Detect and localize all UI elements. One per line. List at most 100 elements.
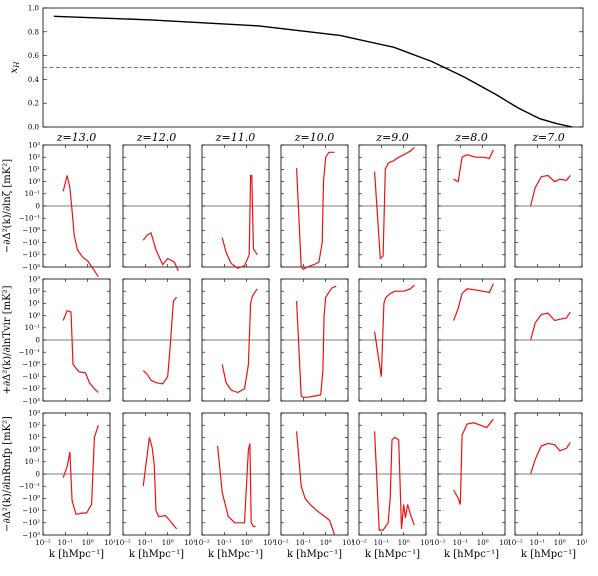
top-y-tick-label: 0.4 (28, 76, 40, 84)
y-tick-label: −10² (22, 385, 40, 393)
y-tick-label: −10⁻¹ (19, 215, 40, 223)
x-tick-label: 10¹ (263, 539, 275, 547)
top-y-tick-label: 0.0 (28, 124, 39, 132)
redshift-title: z=11.0 (215, 131, 256, 144)
derivative-curve (142, 231, 179, 271)
x-tick-label: 10⁻¹ (58, 539, 74, 547)
derivative-curve (530, 174, 571, 207)
y-tick-label: 10² (28, 422, 40, 430)
y-tick-label: −10⁰ (22, 227, 40, 235)
x-tick-label: 10⁰ (320, 539, 332, 547)
y-tick-label: 10⁻¹ (25, 458, 41, 466)
y-tick-label: 10² (28, 288, 40, 296)
y-tick-label: −10² (22, 519, 40, 527)
x-axis-label: k [hMpc⁻¹] (444, 549, 499, 560)
x-tick-label: 10⁰ (82, 539, 94, 547)
redshift-title: z=9.0 (375, 131, 409, 144)
y-tick-label: 0 (36, 470, 40, 478)
neutral-fraction-curve (53, 15, 573, 128)
y-tick-label: −10³ (22, 397, 40, 405)
y-tick-label: 10⁰ (28, 178, 40, 186)
y-tick-label: −10³ (22, 531, 40, 539)
y-tick-label: 10¹ (28, 166, 40, 174)
x-tick-label: 10⁻² (430, 539, 446, 547)
top-y-tick-label: 1.0 (28, 5, 39, 13)
derivative-curve (453, 283, 494, 321)
y-tick-label: 10⁰ (28, 312, 40, 320)
x-axis-label: k [hMpc⁻¹] (521, 549, 576, 560)
y-tick-label: −10¹ (22, 373, 40, 381)
x-tick-label: 10⁻¹ (217, 539, 233, 547)
redshift-title: z=13.0 (56, 131, 97, 144)
x-tick-label: 10⁻¹ (138, 539, 154, 547)
derivative-curve (296, 285, 337, 398)
derivative-curve (453, 149, 494, 183)
y-tick-label: 10⁻¹ (25, 324, 41, 332)
derivative-curve (62, 425, 99, 515)
x-tick-label: 10¹ (104, 539, 116, 547)
y-tick-label: 10³ (28, 409, 40, 417)
derivative-curve (530, 311, 571, 341)
x-tick-label: 10⁰ (398, 539, 410, 547)
x-tick-label: 10⁰ (477, 539, 489, 547)
x-axis-label: k [hMpc⁻¹] (365, 549, 420, 560)
derivative-curve (374, 431, 415, 531)
top-y-tick-label: 0.8 (28, 28, 39, 36)
x-tick-label: 10⁰ (162, 539, 174, 547)
derivative-curve (221, 174, 258, 269)
x-tick-label: 10⁻¹ (530, 539, 546, 547)
derivative-curve (217, 443, 256, 528)
x-axis-label: k [hMpc⁻¹] (129, 549, 184, 560)
derivative-curve (453, 418, 494, 505)
y-tick-label: −10⁰ (22, 361, 40, 369)
x-axis-label: k [hMpc⁻¹] (49, 549, 104, 560)
top-y-tick-label: 0.6 (28, 52, 40, 60)
x-tick-label: 10⁻² (35, 539, 51, 547)
row-y-axis-label: −∂Δ²(k)/∂lnRmfp [mK²] (2, 416, 13, 532)
redshift-title: z=7.0 (531, 131, 565, 144)
y-tick-label: −10¹ (22, 239, 40, 247)
top-y-tick-label: 0.2 (28, 100, 39, 108)
derivative-curve (374, 284, 415, 377)
row-y-axis-label: +∂Δ²(k)/∂lnTvir [mK²] (2, 285, 13, 394)
row-y-axis-label: −∂Δ²(k)/∂lnζ [mK²] (2, 159, 13, 253)
y-tick-label: 10¹ (28, 434, 40, 442)
x-tick-label: 10¹ (576, 539, 588, 547)
y-tick-label: 10² (28, 154, 40, 162)
redshift-title: z=12.0 (136, 131, 177, 144)
derivative-curve (142, 437, 178, 530)
y-tick-label: 10³ (28, 141, 40, 149)
x-tick-label: 10⁻² (115, 539, 131, 547)
derivative-curve (374, 146, 415, 260)
x-tick-label: 10¹ (420, 539, 432, 547)
redshift-title: z=8.0 (454, 131, 488, 144)
y-tick-label: 0 (36, 202, 40, 210)
x-tick-label: 10⁻² (273, 539, 289, 547)
derivative-curve (221, 288, 258, 394)
y-tick-label: −10¹ (22, 507, 40, 515)
x-tick-label: 10⁻² (351, 539, 367, 547)
x-tick-label: 10⁻¹ (453, 539, 469, 547)
x-tick-label: 10⁻¹ (374, 539, 390, 547)
y-tick-label: −10³ (22, 263, 40, 271)
x-tick-label: 10¹ (342, 539, 354, 547)
x-tick-label: 10¹ (184, 539, 196, 547)
y-tick-label: 10⁰ (28, 446, 40, 454)
x-tick-label: 10⁻² (194, 539, 210, 547)
y-tick-label: 0 (36, 336, 40, 344)
x-tick-label: 10⁰ (554, 539, 566, 547)
derivative-curve (530, 441, 571, 475)
x-tick-label: 10⁻² (507, 539, 523, 547)
top-y-axis-label: xH (9, 61, 21, 74)
derivative-curve (296, 151, 335, 271)
x-tick-label: 10⁰ (241, 539, 253, 547)
y-tick-label: −10⁰ (22, 495, 40, 503)
x-tick-label: 10¹ (499, 539, 511, 547)
y-tick-label: −10⁻¹ (19, 349, 40, 357)
derivative-curve (142, 296, 178, 385)
derivative-curve (62, 309, 99, 393)
y-tick-label: −10² (22, 251, 40, 259)
derivative-curve (296, 431, 336, 536)
y-tick-label: 10¹ (28, 300, 40, 308)
